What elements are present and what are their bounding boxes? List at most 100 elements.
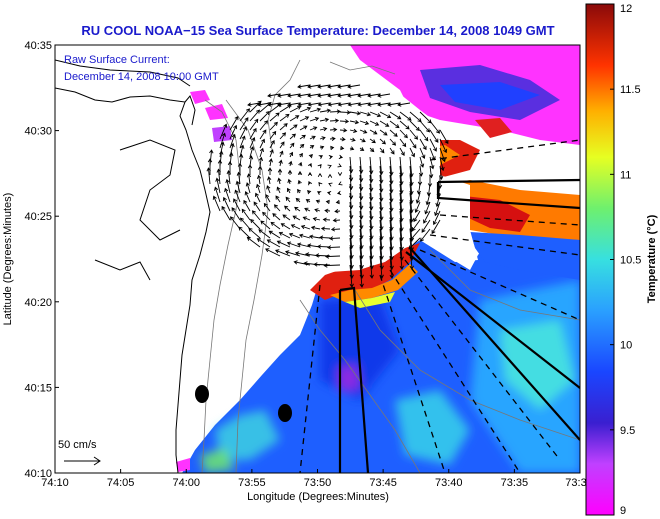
current-vector	[254, 192, 261, 203]
current-vector	[238, 226, 251, 239]
current-vector	[434, 201, 441, 217]
current-vector	[267, 93, 281, 98]
current-vector	[369, 120, 380, 126]
current-vector	[357, 102, 371, 107]
current-vector	[327, 245, 341, 250]
current-vector	[337, 93, 351, 98]
current-vector	[248, 227, 261, 239]
current-vector	[298, 233, 311, 239]
current-vector	[275, 249, 291, 257]
current-vector	[413, 210, 421, 223]
x-tick-label: 73:50	[304, 477, 332, 489]
current-vector	[250, 218, 261, 230]
current-vector	[284, 250, 301, 257]
scale-arrow-head	[93, 456, 101, 466]
current-vector	[379, 111, 392, 119]
colorbar-tick-label: 11	[620, 169, 631, 181]
coastline	[55, 59, 211, 473]
current-vector	[338, 181, 343, 186]
current-vector	[337, 102, 351, 107]
current-vector	[314, 208, 321, 213]
x-tick-label: 74:05	[107, 477, 135, 489]
current-vector	[229, 115, 239, 131]
y-axis-label: Latitude (Degrees:Minutes)	[2, 193, 14, 326]
current-vector	[256, 174, 262, 185]
current-vector	[268, 230, 281, 239]
current-vector	[317, 84, 331, 89]
current-vector	[302, 216, 311, 221]
x-tick-label: 74:10	[41, 477, 69, 489]
current-vector	[229, 124, 238, 140]
current-vector	[317, 244, 331, 249]
colorbar-label: Temperature (°C)	[646, 214, 658, 303]
sst-ny-bight-spot	[190, 90, 210, 104]
current-vector	[225, 178, 231, 194]
current-vector	[259, 138, 266, 149]
current-vector	[419, 120, 431, 133]
current-vector	[239, 126, 247, 140]
current-vector	[359, 138, 366, 143]
current-vector	[236, 171, 242, 185]
current-vector	[235, 180, 241, 194]
current-vector	[243, 199, 251, 212]
current-vector	[279, 123, 288, 131]
current-vector	[293, 260, 311, 266]
current-vector	[247, 102, 261, 107]
current-vector	[308, 180, 313, 186]
current-vector	[299, 125, 308, 131]
y-tick-label: 40:15	[24, 382, 52, 394]
current-vector	[439, 147, 446, 163]
sector-dash-8	[439, 214, 580, 226]
current-vector	[277, 177, 282, 185]
current-vector	[424, 201, 431, 215]
y-tick-label: 40:20	[24, 297, 52, 309]
current-vector	[246, 173, 252, 185]
current-vector	[265, 194, 271, 203]
current-vector	[431, 219, 441, 235]
current-vector	[327, 164, 332, 169]
current-vector	[266, 185, 271, 194]
current-vector	[300, 224, 311, 230]
current-vector	[399, 246, 404, 270]
sst-violet-spot	[338, 365, 360, 392]
current-vector	[332, 218, 341, 223]
current-vector	[299, 116, 310, 122]
current-vector	[379, 129, 388, 136]
current-vector	[289, 142, 295, 149]
current-vector	[327, 102, 341, 107]
sector-dash-6	[379, 274, 446, 473]
nj-coastline	[55, 87, 211, 473]
current-vector	[399, 129, 408, 139]
current-vector	[249, 137, 256, 149]
colorbar-tick-label: 9	[620, 505, 626, 517]
current-vector	[249, 127, 257, 140]
current-vector	[328, 182, 333, 187]
current-vector	[367, 93, 381, 98]
current-vector	[309, 116, 320, 122]
current-vector	[276, 186, 281, 194]
current-vector	[309, 135, 316, 140]
current-vector	[418, 165, 424, 177]
current-vector	[289, 115, 300, 122]
raritan-bay-shore	[55, 59, 191, 87]
current-vector	[309, 145, 315, 149]
current-vector	[336, 190, 342, 196]
chart-title: RU COOL NOAA−15 Sea Surface Temperature:…	[81, 23, 554, 38]
current-vector	[309, 107, 322, 113]
colorbar-ticks: 12 11.5 11 10.5 10 9.5 9	[610, 3, 641, 517]
current-vectors	[206, 84, 449, 288]
current-vector	[217, 159, 223, 175]
current-vector	[337, 84, 351, 89]
current-vector	[317, 191, 322, 195]
current-vector	[357, 93, 371, 98]
current-vector	[411, 219, 421, 232]
current-vector	[256, 238, 271, 248]
contour-2	[225, 99, 269, 473]
current-vector	[287, 178, 292, 185]
current-vector	[409, 138, 417, 149]
current-vector	[308, 234, 321, 239]
current-vector	[280, 223, 291, 230]
current-vector	[299, 143, 305, 149]
current-vector	[206, 167, 211, 185]
current-vector	[389, 111, 402, 120]
